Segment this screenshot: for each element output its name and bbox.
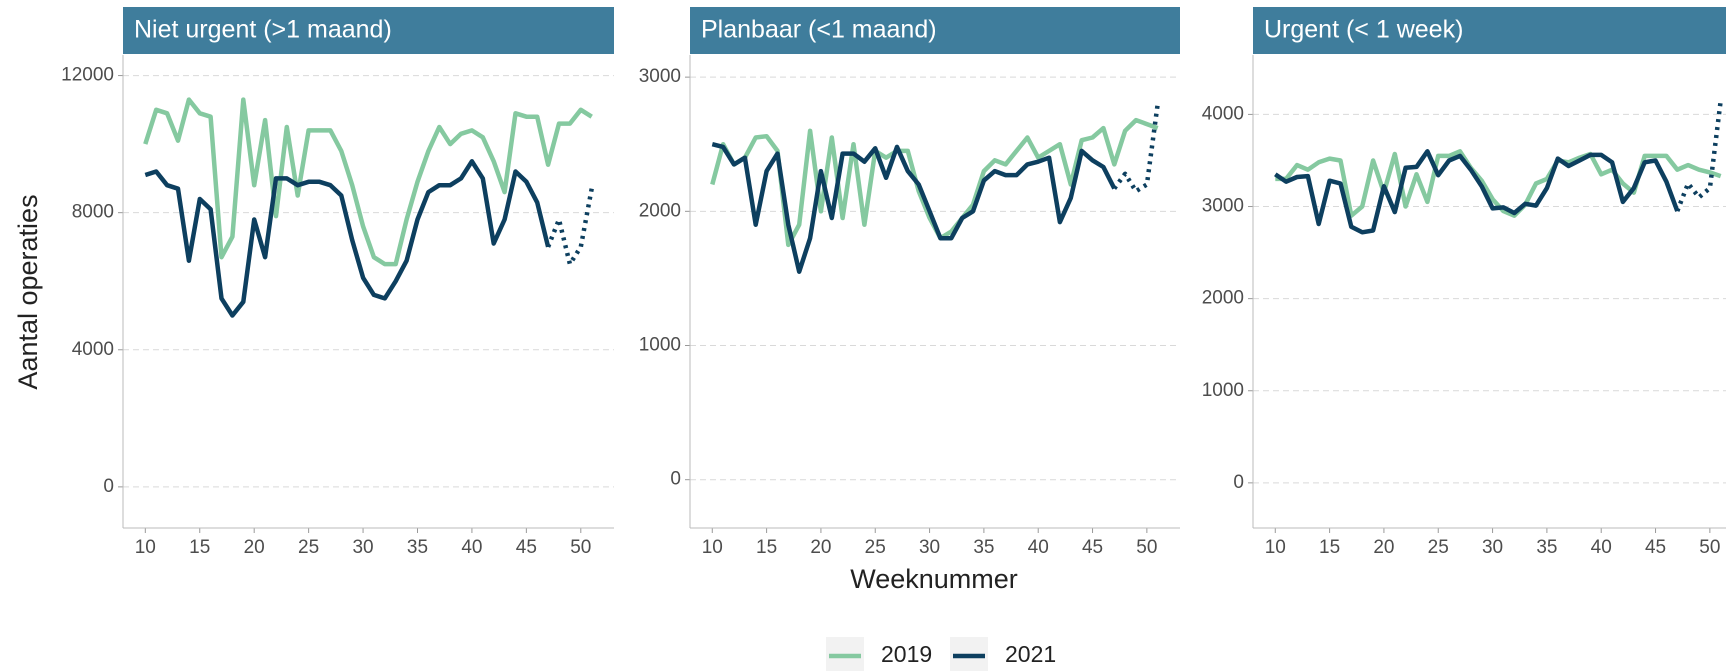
x-tick-label: 35 <box>1536 537 1557 558</box>
strip <box>690 7 1180 54</box>
legend-label: 2021 <box>1005 641 1056 667</box>
x-tick-label: 30 <box>352 537 373 558</box>
panel-title: Niet urgent (>1 maand) <box>134 16 392 44</box>
x-tick-label: 40 <box>1591 537 1612 558</box>
y-tick-label: 12000 <box>61 65 114 86</box>
panel: Planbaar (<1 maand) 0 1000 2000 3000 10 15 20 25… <box>639 7 1180 558</box>
line <box>711 142 1117 274</box>
x-tick-label: 40 <box>1028 537 1049 558</box>
x-tick-label: 10 <box>1265 537 1286 558</box>
y-axis-title: Aantal operaties <box>13 194 43 389</box>
y-tick-label: 2000 <box>639 200 681 221</box>
y-tick-label: 2000 <box>1202 288 1244 309</box>
x-tick-label: 25 <box>865 537 886 558</box>
y-tick-label: 1000 <box>639 335 681 356</box>
x-tick-label: 15 <box>1319 537 1340 558</box>
x-tick-label: 25 <box>1428 537 1449 558</box>
legend: 2019 2021 <box>826 637 1056 671</box>
y-tick-label: 1000 <box>1202 380 1244 401</box>
panel: Urgent (< 1 week) 0 1000 2000 3000 4000 10 15 20… <box>1202 7 1726 558</box>
y-tick-label: 4000 <box>1202 103 1244 124</box>
x-tick-label: 20 <box>1373 537 1394 558</box>
x-tick-label: 35 <box>973 537 994 558</box>
x-tick-label: 45 <box>1082 537 1103 558</box>
y-tick-label: 3000 <box>1202 196 1244 217</box>
line <box>143 97 593 267</box>
y-tick-label: 0 <box>103 476 114 497</box>
line <box>1275 149 1722 218</box>
line <box>144 159 551 318</box>
x-tick-label: 15 <box>756 537 777 558</box>
strip <box>1253 7 1726 54</box>
y-tick-label: 0 <box>1233 472 1244 493</box>
panel-title: Planbaar (<1 maand) <box>701 16 937 44</box>
line-dotted <box>546 188 594 267</box>
y-tick-label: 4000 <box>72 339 114 360</box>
x-tick-label: 50 <box>1699 537 1720 558</box>
x-tick-label: 10 <box>702 537 723 558</box>
x-tick-label: 30 <box>919 537 940 558</box>
x-tick-label: 45 <box>516 537 537 558</box>
x-tick-label: 45 <box>1645 537 1666 558</box>
legend-label: 2019 <box>881 641 932 667</box>
y-tick-label: 0 <box>670 469 681 490</box>
panel: Niet urgent (>1 maand) 0 4000 8000 12000 10 15… <box>61 7 614 558</box>
panel-title: Urgent (< 1 week) <box>1264 16 1463 44</box>
x-tick-label: 35 <box>407 537 428 558</box>
y-tick-label: 8000 <box>72 202 114 223</box>
x-tick-label: 20 <box>244 537 265 558</box>
line-dotted <box>1675 100 1723 212</box>
x-tick-label: 20 <box>810 537 831 558</box>
x-tick-label: 25 <box>298 537 319 558</box>
x-axis-title: Weeknummer <box>850 564 1018 594</box>
strip <box>123 7 614 54</box>
y-tick-label: 3000 <box>639 66 681 87</box>
x-tick-label: 50 <box>1136 537 1157 558</box>
x-tick-label: 40 <box>461 537 482 558</box>
x-tick-label: 50 <box>570 537 591 558</box>
line <box>1274 149 1680 235</box>
x-tick-label: 10 <box>135 537 156 558</box>
x-tick-label: 15 <box>189 537 210 558</box>
x-tick-label: 30 <box>1482 537 1503 558</box>
